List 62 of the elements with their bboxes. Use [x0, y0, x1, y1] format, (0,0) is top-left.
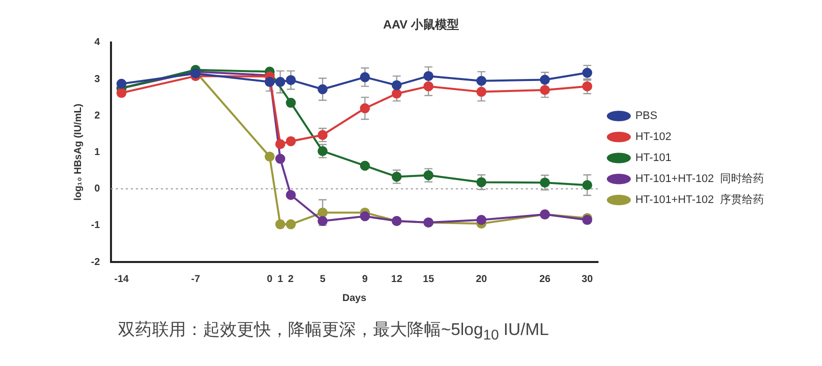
point — [275, 219, 286, 230]
point — [392, 88, 402, 99]
x-tick-label: 20 — [476, 274, 488, 285]
x-axis-title: Days — [342, 292, 367, 304]
x-tick-label: 0 — [266, 274, 273, 285]
point — [116, 78, 126, 89]
point — [582, 180, 592, 190]
point — [318, 84, 328, 94]
point — [286, 190, 296, 200]
x-tick-label: 12 — [391, 274, 403, 285]
point — [360, 103, 370, 114]
point — [275, 139, 286, 150]
x-tick-label: 5 — [320, 274, 326, 285]
point — [360, 211, 370, 222]
point — [582, 68, 592, 78]
legend-label: HT-101 — [635, 152, 672, 164]
y-tick-label: -1 — [90, 220, 100, 232]
point — [540, 74, 550, 85]
y-tick-label: 1 — [94, 146, 100, 158]
point — [318, 216, 328, 226]
x-tick-label: 9 — [362, 274, 368, 285]
point — [116, 88, 126, 98]
chart-title: AAV 小鼠模型 — [383, 18, 459, 32]
legend-label: HT-101+HT-102 序贯给药 — [635, 193, 764, 206]
y-tick-label: -2 — [90, 256, 100, 268]
y-tick-label: 4 — [94, 37, 100, 48]
point — [275, 154, 286, 164]
point — [423, 81, 434, 92]
point — [286, 219, 296, 230]
y-tick-label: 3 — [94, 74, 100, 85]
point — [476, 76, 486, 86]
point — [264, 76, 275, 87]
point — [476, 177, 486, 188]
x-tick-label: 26 — [539, 274, 551, 285]
x-tick-label: 2 — [288, 274, 294, 285]
x-tick-label: -14 — [114, 274, 130, 285]
point — [275, 76, 286, 87]
legend-label: HT-102 — [635, 131, 672, 144]
point — [476, 214, 486, 225]
x-tick-label: 30 — [582, 274, 594, 285]
point — [318, 208, 328, 218]
point — [264, 152, 275, 162]
point — [360, 72, 370, 82]
y-tick-label: 0 — [94, 184, 100, 195]
point — [392, 80, 402, 90]
point — [540, 84, 550, 95]
text: 双药联用：起效更快，降幅更深，最大降幅~5log$_{10}$ IU/ML — [118, 319, 550, 344]
x-tick-label: -7 — [191, 274, 200, 285]
point — [286, 136, 296, 146]
x-tick-label: 1 — [277, 274, 284, 285]
point — [476, 86, 486, 97]
point — [582, 81, 592, 92]
legend-label: HT-101+HT-102 同时给药 — [635, 172, 764, 186]
point — [286, 98, 296, 108]
legend-label: PBS — [635, 110, 658, 122]
y-axis-title: log₁₀ HBsAg (IU/mL) — [72, 104, 84, 201]
y-tick-label: 2 — [94, 110, 100, 122]
point — [540, 178, 550, 188]
point — [286, 75, 296, 86]
point — [423, 71, 434, 82]
x-tick-label: 15 — [422, 274, 434, 285]
point — [360, 160, 370, 171]
